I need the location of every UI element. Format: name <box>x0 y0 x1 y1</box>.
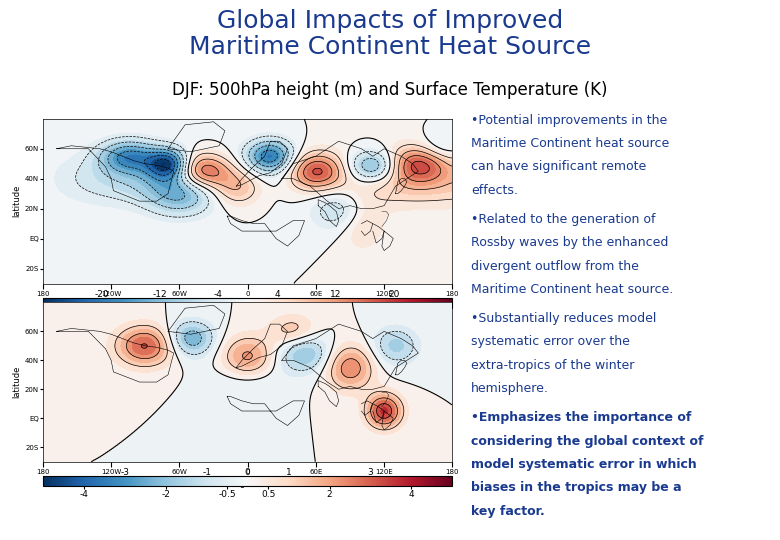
Text: 120E: 120E <box>375 469 393 475</box>
Text: can have significant remote: can have significant remote <box>471 160 647 173</box>
Text: -20: -20 <box>94 289 108 299</box>
Text: •Potential improvements in the: •Potential improvements in the <box>471 114 668 127</box>
Text: -3: -3 <box>120 468 129 477</box>
Text: effects.: effects. <box>471 184 518 197</box>
Text: 180: 180 <box>36 469 50 475</box>
Text: 0: 0 <box>246 291 250 297</box>
Y-axis label: latitude: latitude <box>12 185 22 217</box>
Text: -1: -1 <box>202 468 211 477</box>
Text: Maritime Continent heat source: Maritime Continent heat source <box>471 137 669 150</box>
Text: longitude: longitude <box>228 301 268 310</box>
Text: longitude: longitude <box>228 479 268 488</box>
Text: 60W: 60W <box>172 469 187 475</box>
Text: 120W: 120W <box>101 291 121 297</box>
Text: 60E: 60E <box>309 291 323 297</box>
Text: 20: 20 <box>388 289 399 299</box>
Text: 3: 3 <box>367 468 374 477</box>
Text: Rossby waves by the enhanced: Rossby waves by the enhanced <box>471 237 668 249</box>
Text: 12: 12 <box>330 289 341 299</box>
Text: biases in the tropics may be a: biases in the tropics may be a <box>471 481 682 494</box>
Text: -4: -4 <box>214 289 223 299</box>
Text: extra-tropics of the winter: extra-tropics of the winter <box>471 359 634 372</box>
Text: considering the global context of: considering the global context of <box>471 435 704 448</box>
Text: Global Impacts of Improved
Maritime Continent Heat Source: Global Impacts of Improved Maritime Cont… <box>189 9 591 59</box>
Text: 0: 0 <box>246 469 250 475</box>
Text: 180: 180 <box>445 469 459 475</box>
Text: divergent outflow from the: divergent outflow from the <box>471 260 639 273</box>
Text: model systematic error in which: model systematic error in which <box>471 458 697 471</box>
Text: 120W: 120W <box>101 469 121 475</box>
Text: 60E: 60E <box>309 469 323 475</box>
Text: 1: 1 <box>285 468 292 477</box>
Text: -12: -12 <box>153 289 167 299</box>
Text: 180: 180 <box>36 291 50 297</box>
Text: DJF: 500hPa height (m) and Surface Temperature (K): DJF: 500hPa height (m) and Surface Tempe… <box>172 82 608 99</box>
Text: 4: 4 <box>274 289 280 299</box>
Text: 0: 0 <box>245 468 250 477</box>
Text: hemisphere.: hemisphere. <box>471 382 549 395</box>
Text: 60W: 60W <box>172 291 187 297</box>
Text: Maritime Continent heat source.: Maritime Continent heat source. <box>471 283 673 296</box>
Text: •Substantially reduces model: •Substantially reduces model <box>471 312 657 325</box>
Text: •Related to the generation of: •Related to the generation of <box>471 213 655 226</box>
Text: 180: 180 <box>445 291 459 297</box>
Text: 120E: 120E <box>375 291 393 297</box>
Y-axis label: latitude: latitude <box>12 366 22 398</box>
Text: key factor.: key factor. <box>471 504 544 517</box>
Text: •Emphasizes the importance of: •Emphasizes the importance of <box>471 411 691 424</box>
Text: systematic error over the: systematic error over the <box>471 335 630 348</box>
